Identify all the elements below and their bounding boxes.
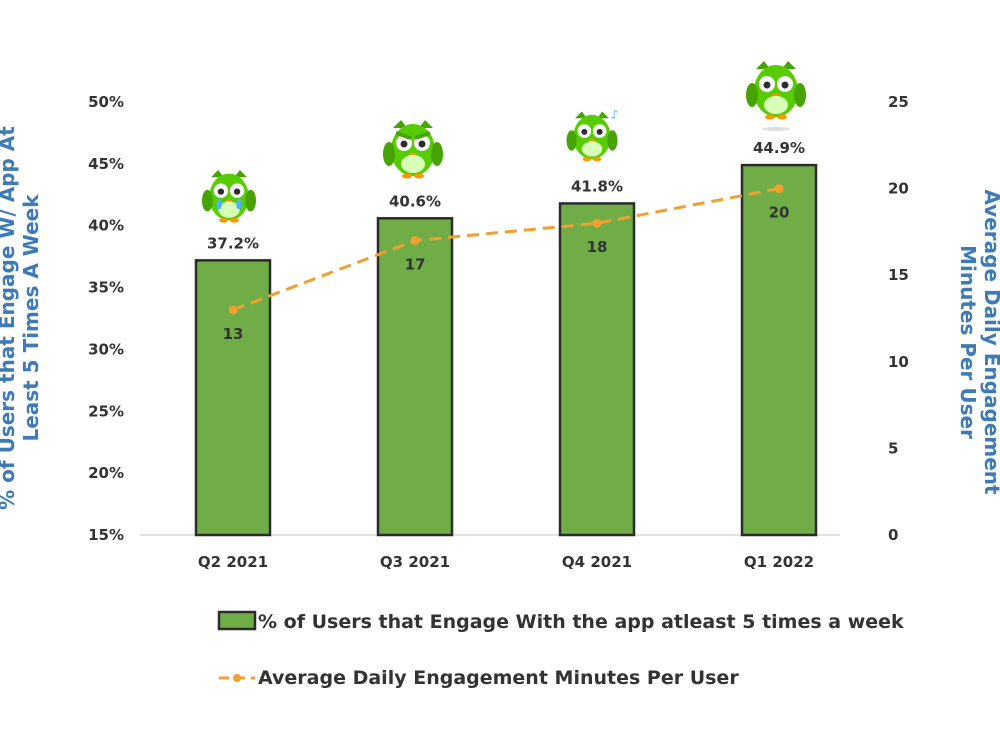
line-value-label: 17 <box>405 256 426 274</box>
category-label: Q3 2021 <box>380 553 450 571</box>
bar <box>558 202 636 537</box>
legend-line-label: Average Daily Engagement Minutes Per Use… <box>258 667 739 689</box>
owl-crying-icon <box>202 170 256 223</box>
legend-line-marker <box>233 674 241 682</box>
category-labels: Q2 2021 Q3 2021 Q4 2021 Q1 2022 <box>198 553 814 571</box>
owl-singing-icon: ♪ <box>566 107 619 162</box>
left-tick-label: 25% <box>88 402 124 420</box>
bar <box>740 163 818 537</box>
owl-angry-icon <box>383 120 443 179</box>
bar-value-label: 41.8% <box>571 177 623 195</box>
line-point <box>774 184 784 194</box>
right-tick-label: 20 <box>888 180 909 198</box>
right-tick-label: 10 <box>888 353 909 371</box>
legend-bar-swatch <box>217 610 257 631</box>
line-value-label: 18 <box>587 238 608 256</box>
svg-text:♪: ♪ <box>611 107 619 121</box>
line-value-label: 20 <box>769 204 790 222</box>
owl-celebrating-icon <box>746 61 806 131</box>
category-label: Q2 2021 <box>198 553 268 571</box>
left-tick-label: 50% <box>88 93 124 111</box>
bars <box>194 163 818 537</box>
line-point <box>592 218 602 228</box>
right-tick-label: 25 <box>888 93 909 111</box>
legend: % of Users that Engage With the app atle… <box>217 610 904 689</box>
category-label: Q1 2022 <box>744 553 814 571</box>
legend-bar-label: % of Users that Engage With the app atle… <box>258 611 904 633</box>
right-axis-title-text: Average Daily EngagementMinutes Per User <box>956 189 1000 495</box>
bar-value-label: 44.9% <box>753 139 805 157</box>
right-tick-label: 15 <box>888 266 909 284</box>
line-value-label: 13 <box>223 325 244 343</box>
left-tick-label: 30% <box>88 340 124 358</box>
line-series: 13 17 18 20 <box>223 184 790 343</box>
right-axis-title: Average Daily EngagementMinutes Per User <box>956 189 1000 495</box>
left-axis-title: % of Users that Engage W/ App AtLeast 5 … <box>0 126 43 510</box>
bar-value-label: 37.2% <box>207 234 259 252</box>
engagement-minutes-line <box>232 187 780 312</box>
left-tick-label: 45% <box>88 155 124 173</box>
right-tick-label: 5 <box>888 439 898 457</box>
bar <box>376 217 454 537</box>
category-label: Q4 2021 <box>562 553 632 571</box>
left-axis-ticks: 15% 20% 25% 30% 35% 40% 45% 50% <box>88 93 124 544</box>
left-tick-label: 35% <box>88 279 124 297</box>
left-tick-label: 40% <box>88 217 124 235</box>
left-tick-label: 15% <box>88 526 124 544</box>
right-tick-label: 0 <box>888 526 898 544</box>
line-point <box>228 305 238 315</box>
bar-value-label: 40.6% <box>389 192 441 210</box>
left-tick-label: 20% <box>88 464 124 482</box>
line-point <box>410 236 420 246</box>
right-axis-ticks: 0 5 10 15 20 25 <box>888 93 909 544</box>
left-axis-title-text: % of Users that Engage W/ App AtLeast 5 … <box>0 126 43 510</box>
owl-icons: ♪ <box>202 61 806 223</box>
bar-data-labels: 37.2% 40.6% 41.8% 44.9% <box>207 139 805 252</box>
